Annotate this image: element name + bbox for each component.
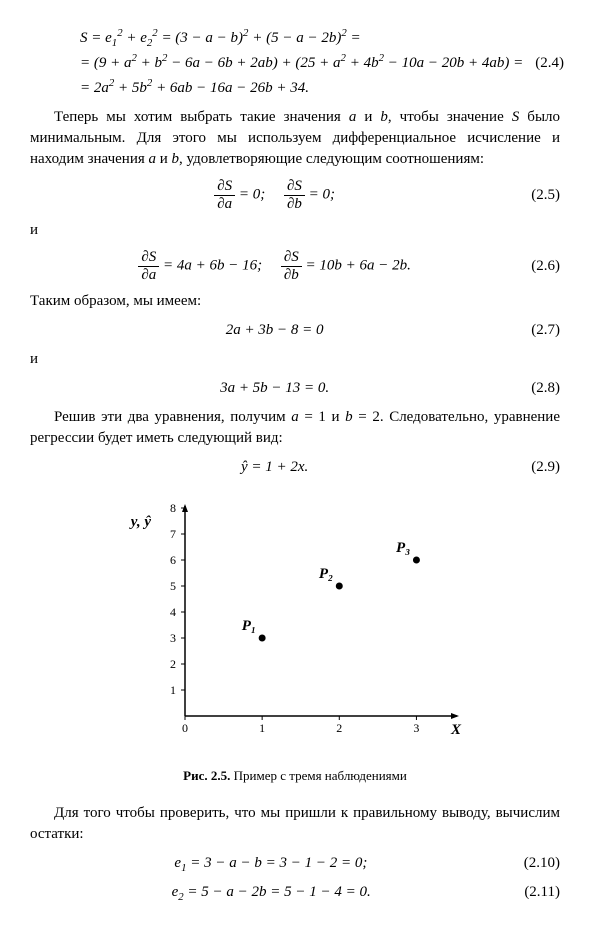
equation-2-7: 2a + 3b − 8 = 0 (2.7) <box>30 320 560 341</box>
svg-text:2: 2 <box>170 657 176 671</box>
caption-rest: Пример с тремя наблюдениями <box>230 768 406 783</box>
figure-2-5: 0 1 2 3 1 2 3 4 5 6 7 8 y, ŷ X P₁ P₂ P₃ <box>30 496 560 753</box>
svg-text:7: 7 <box>170 527 176 541</box>
svg-text:P₁: P₁ <box>242 618 256 634</box>
and-2: и <box>30 349 560 370</box>
equation-2-6: ∂S ∂a = 4a + 6b − 16; ∂S ∂b = 10b + 6a −… <box>30 249 560 283</box>
eq-2-4-line1: S = e12 + e22 = (3 − a − b)2 + (5 − a − … <box>80 28 523 49</box>
eq-2-6-num: (2.6) <box>519 256 560 277</box>
caption-bold: Рис. 2.5. <box>183 768 230 783</box>
eq-2-7-num: (2.7) <box>519 320 560 341</box>
equation-2-5: ∂S ∂a = 0; ∂S ∂b = 0; (2.5) <box>30 178 560 212</box>
equation-2-4: S = e12 + e22 = (3 − a − b)2 + (5 − a − … <box>30 28 560 99</box>
paragraph-2: Таким образом, мы имеем: <box>30 291 560 312</box>
svg-text:2: 2 <box>336 721 342 735</box>
svg-text:0: 0 <box>182 721 188 735</box>
partial-s-b-2: ∂S ∂b <box>281 249 302 283</box>
partial-s-b: ∂S ∂b <box>284 178 305 212</box>
svg-text:5: 5 <box>170 579 176 593</box>
svg-text:1: 1 <box>170 683 176 697</box>
svg-text:3: 3 <box>170 631 176 645</box>
eq-2-4-line3: = 2a2 + 5b2 + 6ab − 16a − 26b + 34. <box>80 78 523 99</box>
svg-text:6: 6 <box>170 553 176 567</box>
equation-2-10: e1 = 3 − a − b = 3 − 1 − 2 = 0; (2.10) <box>30 853 560 874</box>
eq-2-4-num: (2.4) <box>523 53 564 74</box>
eq-2-8-num: (2.8) <box>519 378 560 399</box>
eq-2-10-num: (2.10) <box>512 853 560 874</box>
eq-2-11-num: (2.11) <box>512 882 560 903</box>
svg-text:P₂: P₂ <box>319 566 333 582</box>
equation-2-8: 3a + 5b − 13 = 0. (2.8) <box>30 378 560 399</box>
svg-text:1: 1 <box>259 721 265 735</box>
paragraph-1: Теперь мы хотим выбрать такие значения a… <box>30 107 560 170</box>
svg-text:8: 8 <box>170 501 176 515</box>
and-1: и <box>30 220 560 241</box>
svg-text:y, ŷ: y, ŷ <box>129 514 152 530</box>
eq-2-4-line2: = (9 + a2 + b2 − 6a − 6b + 2ab) + (25 + … <box>80 53 523 74</box>
partial-s-a-2: ∂S ∂a <box>138 249 159 283</box>
svg-text:X: X <box>450 722 462 738</box>
equation-2-9: ŷ = 1 + 2x. (2.9) <box>30 457 560 478</box>
eq-2-5-num: (2.5) <box>519 185 560 206</box>
svg-text:4: 4 <box>170 605 176 619</box>
figure-caption: Рис. 2.5. Пример с тремя наблюдениями <box>30 767 560 785</box>
svg-text:P₃: P₃ <box>396 540 410 556</box>
paragraph-4: Для того чтобы проверить, что мы пришли … <box>30 803 560 845</box>
paragraph-3: Решив эти два уравнения, получим a = 1 и… <box>30 407 560 449</box>
svg-text:3: 3 <box>413 721 419 735</box>
partial-s-a: ∂S ∂a <box>214 178 235 212</box>
eq-2-9-num: (2.9) <box>519 457 560 478</box>
equation-2-11: e2 = 5 − a − 2b = 5 − 1 − 4 = 0. (2.11) <box>30 882 560 903</box>
scatter-chart: 0 1 2 3 1 2 3 4 5 6 7 8 y, ŷ X P₁ P₂ P₃ <box>115 496 475 746</box>
